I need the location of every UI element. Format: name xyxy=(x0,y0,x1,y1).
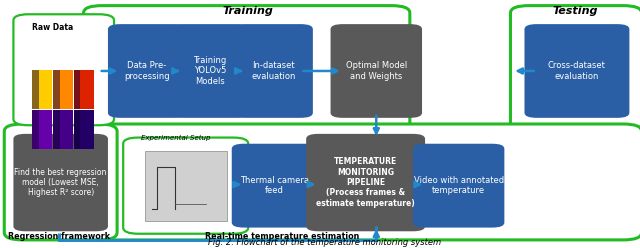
Text: In-dataset
evaluation: In-dataset evaluation xyxy=(251,61,296,81)
Text: Find the best regression
model (Lowest MSE,
Highest R² score): Find the best regression model (Lowest M… xyxy=(15,168,107,197)
Bar xyxy=(53,70,73,109)
Bar xyxy=(74,110,81,149)
Bar xyxy=(53,70,60,109)
Bar xyxy=(145,151,227,221)
Bar xyxy=(33,70,38,109)
FancyBboxPatch shape xyxy=(4,124,117,240)
Text: Data Pre-
processing: Data Pre- processing xyxy=(124,61,170,81)
Text: Raw Data: Raw Data xyxy=(32,23,73,32)
Text: Optimal Model
and Weights: Optimal Model and Weights xyxy=(346,61,407,81)
FancyBboxPatch shape xyxy=(13,14,114,125)
FancyBboxPatch shape xyxy=(171,24,249,118)
FancyBboxPatch shape xyxy=(232,144,317,228)
Bar xyxy=(33,70,52,109)
FancyBboxPatch shape xyxy=(13,134,108,231)
Bar xyxy=(33,110,38,149)
Bar xyxy=(74,110,94,149)
Text: Training
YOLOv5
Models: Training YOLOv5 Models xyxy=(193,56,227,86)
FancyBboxPatch shape xyxy=(511,6,640,131)
Text: Thermal camera
feed: Thermal camera feed xyxy=(240,176,309,195)
Text: Video with annotated
temperature: Video with annotated temperature xyxy=(413,176,504,195)
Bar xyxy=(53,110,60,149)
FancyBboxPatch shape xyxy=(525,24,629,118)
Bar xyxy=(53,110,73,149)
Bar xyxy=(74,70,94,109)
FancyBboxPatch shape xyxy=(413,144,504,228)
FancyBboxPatch shape xyxy=(123,138,248,234)
FancyBboxPatch shape xyxy=(84,124,640,240)
FancyBboxPatch shape xyxy=(234,24,313,118)
FancyBboxPatch shape xyxy=(108,24,186,118)
Text: Training: Training xyxy=(223,6,274,16)
Text: Experimental Setup: Experimental Setup xyxy=(141,135,211,141)
FancyBboxPatch shape xyxy=(306,134,425,231)
Text: Testing: Testing xyxy=(553,6,598,16)
FancyBboxPatch shape xyxy=(330,24,422,118)
Text: Regression framework: Regression framework xyxy=(8,232,110,241)
Bar xyxy=(74,70,81,109)
FancyBboxPatch shape xyxy=(84,6,410,131)
Text: TEMPERATURE
MONITORING
PIPELINE
(Process frames &
estimate temperature): TEMPERATURE MONITORING PIPELINE (Process… xyxy=(316,157,415,208)
Text: Fig. 2. Flowchart of the temperature monitoring system: Fig. 2. Flowchart of the temperature mon… xyxy=(208,238,441,247)
Text: Cross-dataset
evaluation: Cross-dataset evaluation xyxy=(548,61,606,81)
Text: Real-time temperature estimation: Real-time temperature estimation xyxy=(205,232,359,241)
Bar xyxy=(33,110,52,149)
